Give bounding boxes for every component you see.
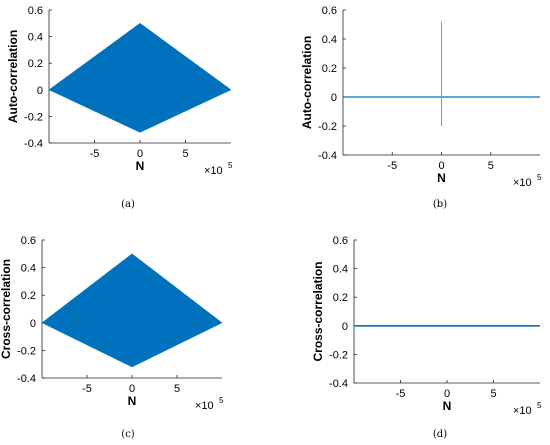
y-tick-label: 0.6 <box>21 235 36 247</box>
x-tick-label: -5 <box>90 148 100 160</box>
x-exponent-value: 5 <box>537 401 542 410</box>
x-tick-label: -5 <box>82 383 92 395</box>
panel-caption: (a) <box>121 199 135 210</box>
panel-3: -0.4 -0.2 0 0.2 0.4 0.6 -5 0 5 N ×10 5 Cross-correla… <box>0 235 224 440</box>
y-tick-label: 0.2 <box>21 290 36 302</box>
y-tick-label: -0.2 <box>318 121 337 133</box>
x-tick-label: 5 <box>490 388 496 400</box>
y-tick-label: 0 <box>37 85 43 97</box>
x-exponent-label: ×10 <box>513 177 532 189</box>
panel-caption: (d) <box>433 429 447 440</box>
series-envelope <box>48 22 232 133</box>
x-axis-label: N <box>136 159 145 173</box>
x-tick-label: -5 <box>396 388 406 400</box>
y-axis-label: Auto-correlation <box>6 30 20 123</box>
y-tick-label: -0.2 <box>17 345 36 357</box>
y-tick-label: -0.4 <box>24 138 43 150</box>
y-axis-label: Cross-correlation <box>0 259 13 359</box>
x-axis-label: N <box>443 399 452 413</box>
y-tick-label: 0.6 <box>333 235 348 247</box>
y-tick-label: -0.2 <box>24 111 43 123</box>
x-exponent-value: 5 <box>228 161 233 170</box>
x-exponent-label: ×10 <box>195 400 214 412</box>
y-tick-label: 0.2 <box>322 63 337 75</box>
y-axis-label: Auto-correlation <box>300 36 314 129</box>
y-tick-label: -0.4 <box>329 378 348 390</box>
y-tick-label: -0.4 <box>318 150 337 162</box>
x-tick-label: 0 <box>129 383 135 395</box>
x-tick-label: 5 <box>488 160 494 172</box>
panel-4: -0.4 -0.2 0 0.2 0.4 0.6 -5 0 5 N ×10 5 Cross-correla… <box>311 235 542 440</box>
y-tick-label: 0.2 <box>28 58 43 70</box>
y-tick-label: 0.4 <box>21 263 36 275</box>
panel-1: -0.4 -0.2 0 0.2 0.4 0.6 -5 0 5 N ×10 5 Auto-correlat… <box>6 5 233 210</box>
y-axis-label: Cross-correlation <box>311 261 325 361</box>
y-tick-label: 0.6 <box>28 5 43 17</box>
x-exponent-label: ×10 <box>513 405 532 417</box>
x-tick-label: 0 <box>438 160 444 172</box>
x-axis-label: N <box>128 394 137 408</box>
panel-2: -0.4 -0.2 0 0.2 0.4 0.6 -5 0 5 N ×10 5 Auto-correlat… <box>300 5 542 210</box>
x-exponent-label: ×10 <box>204 165 223 177</box>
y-tick-label: 0 <box>331 92 337 104</box>
y-tick-label: 0 <box>342 321 348 333</box>
x-tick-label: 0 <box>137 148 143 160</box>
y-tick-label: -0.4 <box>17 373 36 385</box>
x-tick-label: 5 <box>182 148 188 160</box>
y-tick-label: -0.2 <box>329 349 348 361</box>
y-tick-label: 0.6 <box>322 5 337 17</box>
x-exponent-value: 5 <box>219 396 224 405</box>
y-tick-label: 0.4 <box>28 32 43 44</box>
x-tick-label: -5 <box>387 160 397 172</box>
x-tick-label: 0 <box>444 388 450 400</box>
panel-caption: (b) <box>433 199 447 210</box>
y-tick-label: 0.4 <box>322 34 337 46</box>
series-envelope <box>41 253 223 368</box>
y-tick-label: 0.4 <box>333 264 348 276</box>
y-tick-label: 0 <box>30 318 36 330</box>
x-axis-label: N <box>437 171 446 185</box>
x-tick-label: 5 <box>174 383 180 395</box>
y-tick-label: 0.2 <box>333 292 348 304</box>
x-exponent-value: 5 <box>537 173 542 182</box>
panel-caption: (c) <box>121 429 135 440</box>
